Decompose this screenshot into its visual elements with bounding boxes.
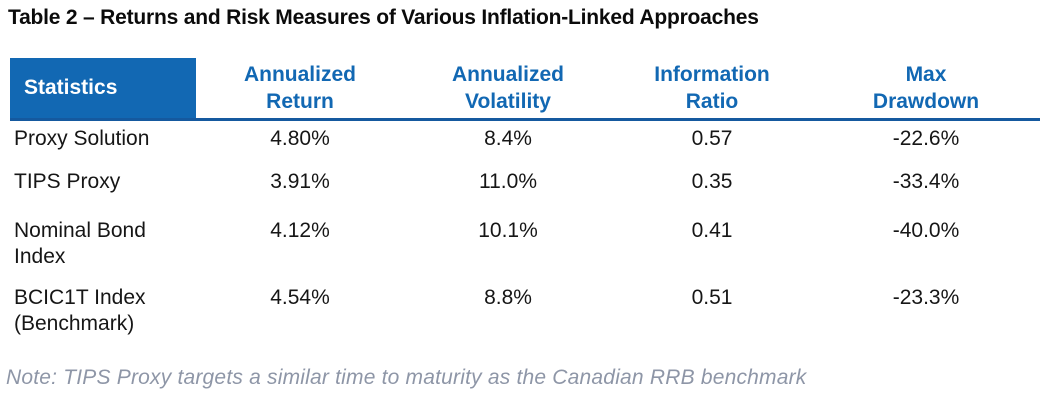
table-row-nominal-bond-index: Nominal Bond Index 4.12% 10.1% 0.41 -40.…: [10, 205, 1040, 272]
header-max-drawdown: Max Drawdown: [812, 58, 1040, 121]
max-drawdown-value: -40.0%: [892, 219, 960, 242]
footnote: Note: TIPS Proxy targets a similar time …: [6, 366, 807, 389]
table-row-proxy-solution: Proxy Solution 4.80% 8.4% 0.57 -22.6%: [10, 119, 1040, 158]
max-drawdown-value: -22.6%: [892, 127, 960, 151]
information-ratio-value: 0.57: [691, 127, 733, 151]
annualized-volatility-value: 10.1%: [478, 219, 538, 242]
max-drawdown-value: -33.4%: [892, 169, 960, 193]
header-annualized-return: Annualized Return: [196, 58, 404, 121]
row-label: Proxy Solution: [14, 127, 150, 151]
table-row-bcic1t-index: BCIC1T Index (Benchmark) 4.54% 8.8% 0.51…: [10, 272, 1040, 340]
header-annualized-volatility: Annualized Volatility: [404, 58, 612, 121]
annualized-return-value: 4.80%: [270, 127, 330, 151]
row-label: Nominal Bond Index: [14, 219, 146, 268]
header-information-ratio: Information Ratio: [612, 58, 812, 121]
annualized-volatility-value: 8.4%: [484, 127, 532, 151]
max-drawdown-value: -23.3%: [892, 286, 960, 309]
header-row: Statistics Annualized Return Annualized …: [10, 58, 1040, 121]
annualized-volatility-value: 8.8%: [484, 286, 532, 309]
header-statistics: Statistics: [10, 58, 196, 121]
information-ratio-value: 0.51: [691, 286, 733, 309]
table-title: Table 2 – Returns and Risk Measures of V…: [8, 6, 759, 29]
annualized-return-value: 3.91%: [270, 169, 330, 193]
information-ratio-value: 0.41: [691, 219, 733, 242]
information-ratio-value: 0.35: [691, 169, 733, 193]
returns-risk-table: Statistics Annualized Return Annualized …: [10, 58, 1040, 340]
annualized-return-value: 4.54%: [270, 286, 330, 309]
table-row-tips-proxy: TIPS Proxy 3.91% 11.0% 0.35 -33.4%: [10, 158, 1040, 205]
annualized-volatility-value: 11.0%: [479, 169, 537, 193]
row-label: TIPS Proxy: [14, 169, 121, 193]
row-label: BCIC1T Index (Benchmark): [14, 286, 146, 335]
annualized-return-value: 4.12%: [270, 219, 330, 242]
